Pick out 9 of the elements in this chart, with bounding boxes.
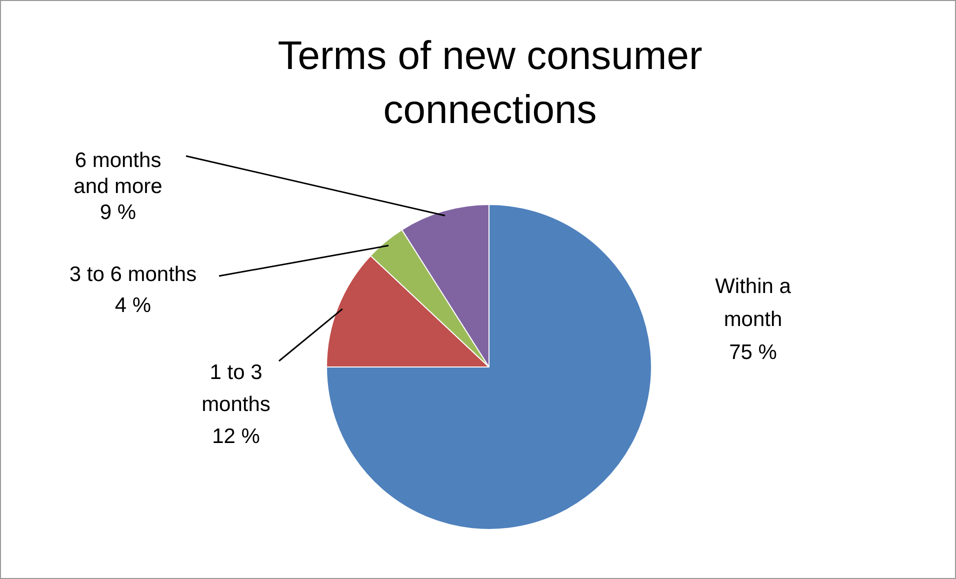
slice-label: 3 to 6 months [69, 262, 197, 286]
data-label: 75 % [729, 340, 777, 364]
data-label: 12 % [212, 424, 260, 448]
data-label: 9 % [100, 200, 136, 224]
data-label: 4 % [114, 294, 152, 317]
slice-label: 6 months and more [74, 148, 162, 198]
slice-label: 1 to 3 months [202, 360, 270, 416]
slice-label: Within a month [715, 274, 792, 331]
chart-title: Terms of new consumer connections [278, 34, 702, 132]
